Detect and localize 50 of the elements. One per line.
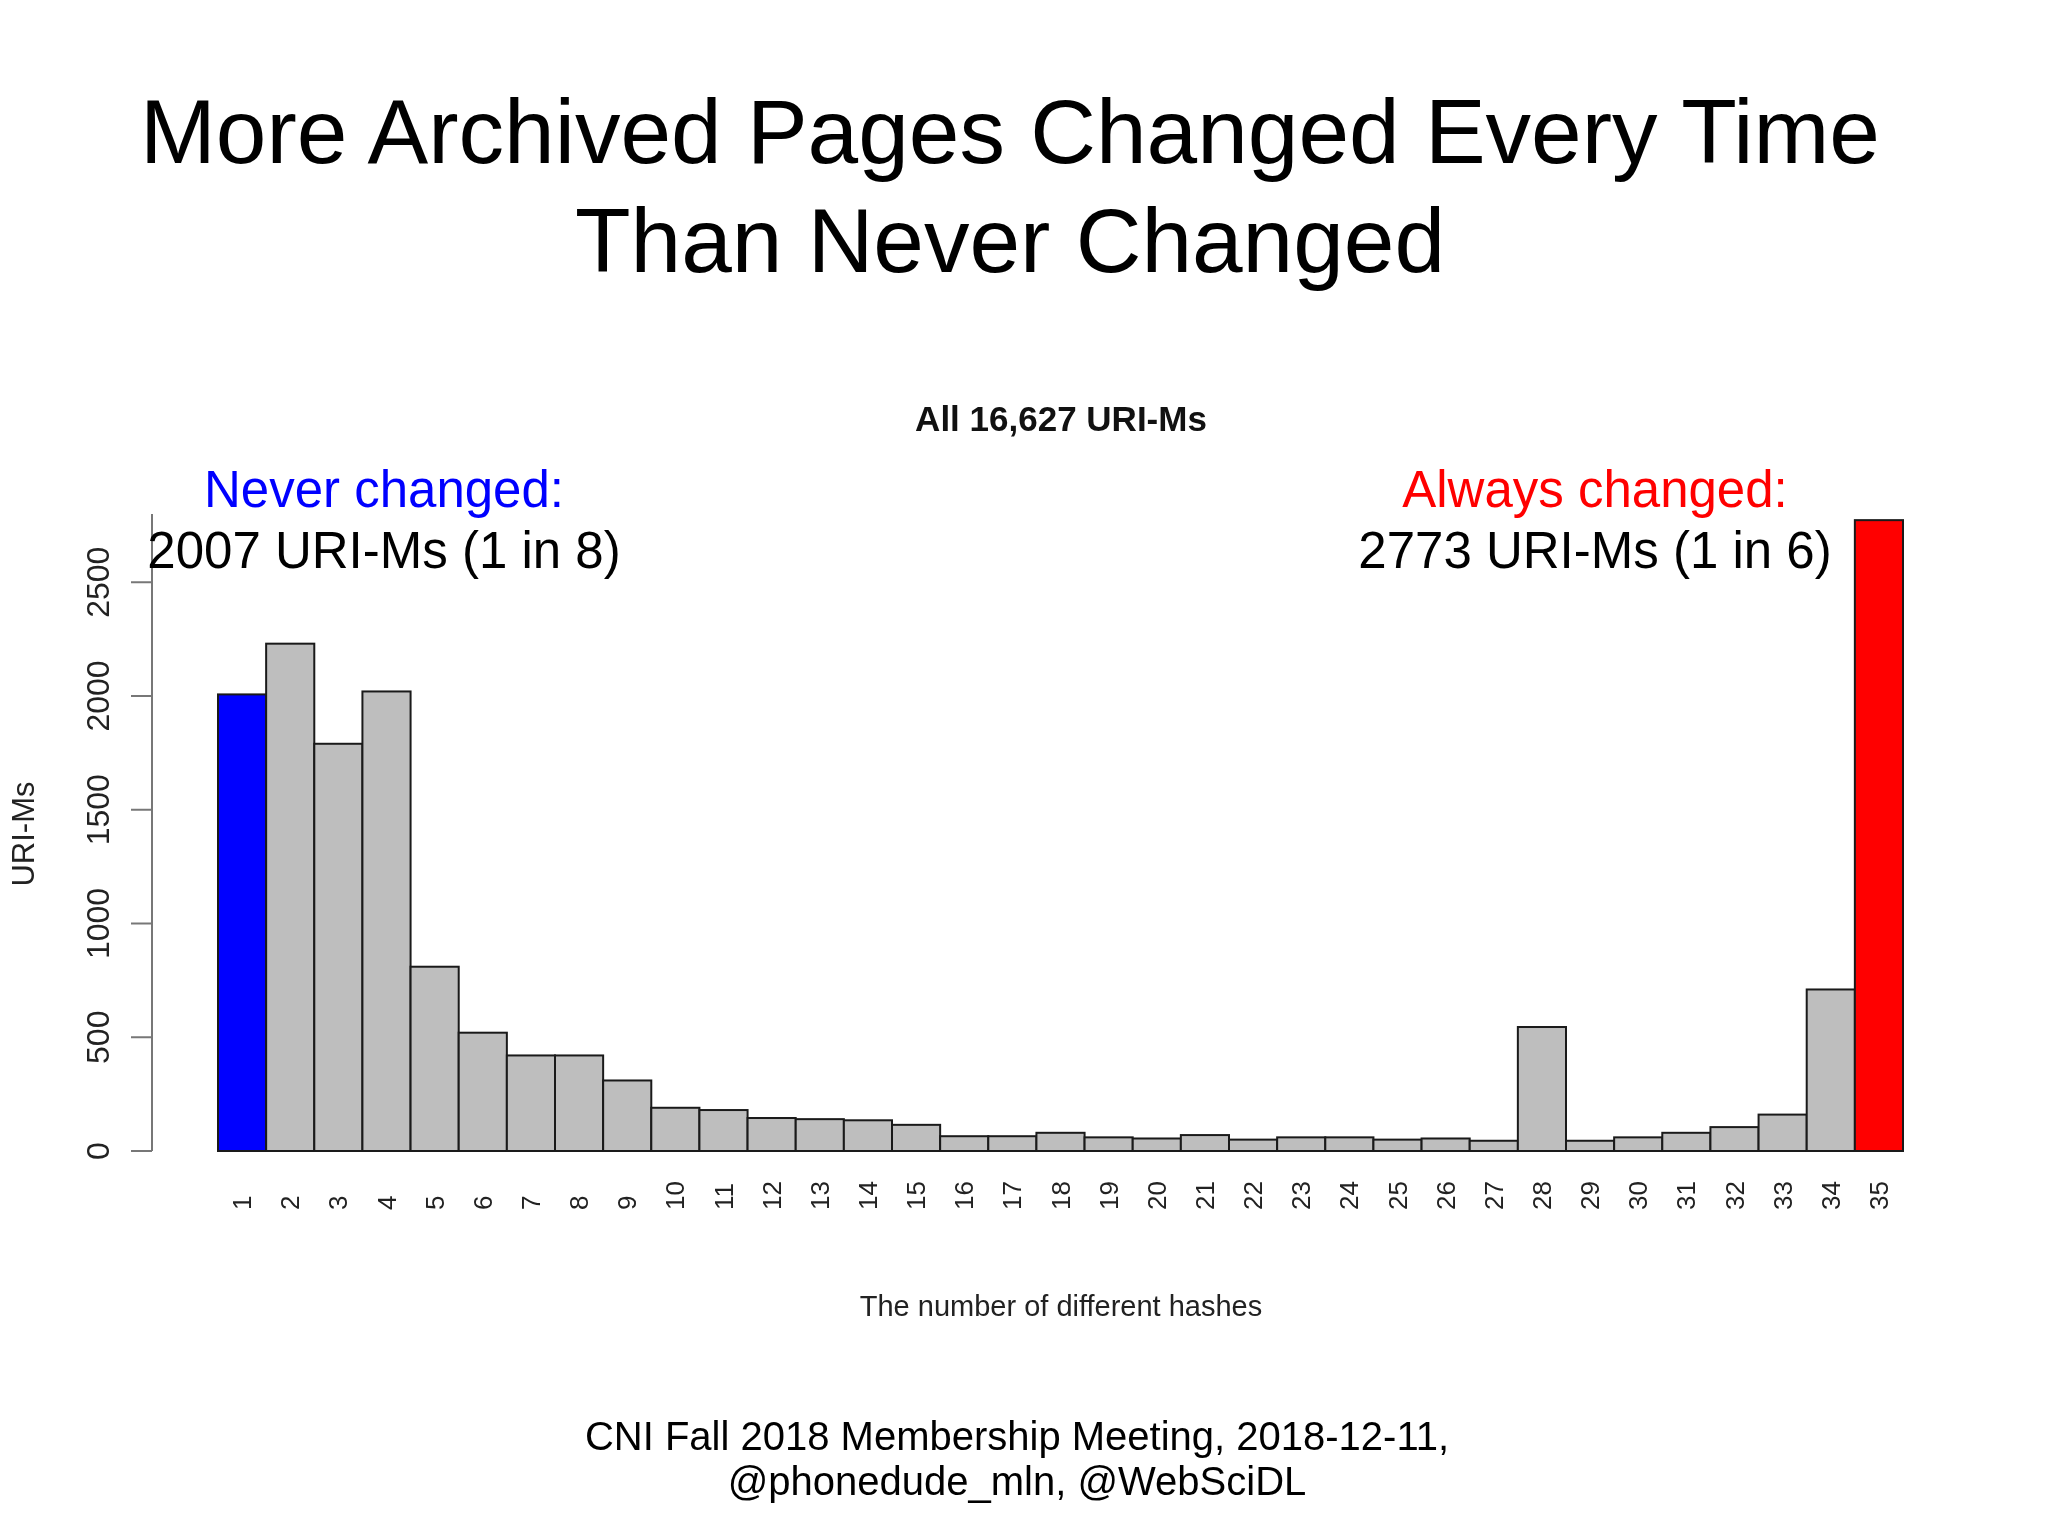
x-tick-label: 16 [949, 1181, 980, 1210]
x-tick-label: 22 [1238, 1181, 1269, 1210]
x-tick-label: 19 [1093, 1181, 1124, 1210]
x-tick-label: 32 [1719, 1181, 1750, 1210]
x-tick-label: 1 [227, 1195, 258, 1210]
y-tick-label: 1500 [80, 774, 116, 846]
chart-title: More Archived Pages Changed Every Time Than Never Changed [140, 81, 1880, 291]
x-tick-label: 24 [1334, 1181, 1365, 1210]
x-tick-label: 6 [467, 1195, 498, 1210]
text: CNI Fall 2018 Membership Meeting, 2018-12-11, @phonedude_mln, @WebSciDL [584, 1414, 1450, 1503]
x-tick-label: 18 [1045, 1181, 1076, 1210]
x-tick-label: 9 [612, 1195, 643, 1210]
x-tick-label: 13 [804, 1181, 835, 1210]
x-tick-label: 11 [708, 1183, 739, 1210]
y-tick-label: 500 [80, 1010, 116, 1064]
x-tick-label: 31 [1671, 1181, 1702, 1210]
annotation: Always changed: [1402, 461, 1788, 518]
x-tick-label: 26 [1430, 1181, 1461, 1210]
x-tick-label: 27 [1478, 1181, 1509, 1210]
x-tick-label: 21 [1189, 1181, 1220, 1210]
x-axis-title: The number of different hashes [859, 1290, 1263, 1322]
x-tick-label: 34 [1815, 1181, 1846, 1210]
annotation: 2773 URI-Ms (1 in 6) [1358, 522, 1832, 579]
x-tick-label: 12 [756, 1181, 787, 1210]
annotation: 2007 URI-Ms (1 in 8) [147, 522, 621, 579]
x-tick-label: 33 [1767, 1181, 1798, 1210]
x-tick-label: 7 [515, 1195, 546, 1210]
x-tick-label: 20 [1141, 1181, 1172, 1210]
y-tick-label: 1000 [80, 887, 116, 960]
x-tick-label: 17 [997, 1181, 1028, 1210]
x-tick-label: 23 [1286, 1181, 1317, 1210]
chart-subtitle: All 16,627 URI-Ms [915, 399, 1207, 438]
x-tick-label: 3 [323, 1195, 354, 1210]
x-tick-label: 2 [275, 1195, 306, 1210]
x-tick-label: 28 [1526, 1181, 1557, 1210]
y-tick-label: 0 [80, 1142, 116, 1160]
x-tick-label: 8 [564, 1195, 595, 1210]
x-tick-label: 30 [1623, 1181, 1654, 1210]
y-tick-label: 2000 [80, 660, 116, 732]
x-tick-label: 4 [371, 1195, 402, 1210]
x-tick-label: 10 [660, 1181, 691, 1210]
x-tick-label: 35 [1863, 1181, 1894, 1210]
x-tick-label: 29 [1575, 1181, 1606, 1210]
x-tick-label: 5 [419, 1195, 450, 1210]
y-axis-title: URI-Ms [6, 781, 41, 887]
x-tick-label: 15 [901, 1181, 932, 1210]
x-tick-label: 14 [852, 1181, 883, 1210]
x-tick-label: 25 [1382, 1181, 1413, 1210]
y-tick-label: 2500 [80, 546, 116, 618]
annotation: Never changed: [203, 461, 565, 518]
